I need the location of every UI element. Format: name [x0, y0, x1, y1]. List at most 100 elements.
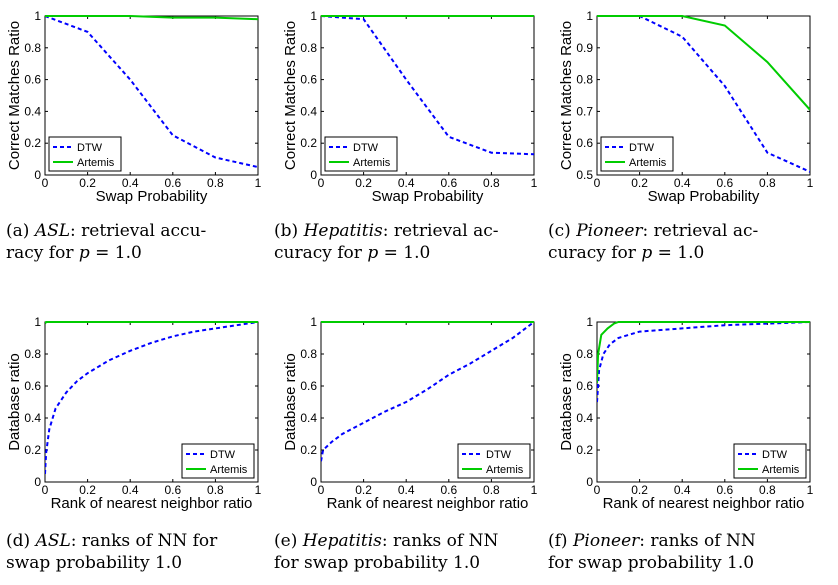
x-tick-label: 0.6	[440, 483, 457, 497]
x-tick-label: 0.4	[122, 483, 139, 497]
series-line-dtw	[321, 15, 534, 156]
legend: DTW Artemis	[324, 136, 398, 172]
chart-2: 0 0.2 0.4 0.6 0.8 1 0 0.2 0.4 0.6 0.8 1 Swap Probabi…	[282, 9, 538, 205]
caption-text: = 1.0	[378, 243, 431, 263]
legend-label-dtw: DTW	[77, 142, 103, 154]
y-tick-label: 0.6	[300, 379, 317, 393]
x-axis-label: Rank of nearest neighbor ratio	[51, 495, 253, 512]
legend-box	[324, 136, 398, 172]
x-tick-label: 0	[42, 176, 49, 190]
caption-text: swap probability 1.0	[6, 553, 183, 573]
x-tick-label: 0.4	[674, 176, 691, 190]
chart-3: 0 0.2 0.4 0.6 0.8 1 0.5 0.6 0.7 0.8 0.9 1 Swap Proba…	[558, 9, 814, 205]
caption-b: (b) Hepatitis: retrieval ac- curacy for …	[274, 220, 556, 264]
y-axis-label: Correct Matches Ratio	[282, 21, 299, 170]
caption-dataset: Hepatitis	[303, 221, 383, 241]
y-tick-label: 0.2	[300, 136, 317, 150]
legend-box	[600, 136, 674, 172]
y-tick-label: 0.8	[300, 347, 317, 361]
y-tick-label: 0.4	[300, 104, 317, 118]
x-axis-label: Swap Probability	[372, 188, 484, 205]
y-axis-label: Database ratio	[6, 353, 23, 451]
y-tick-label: 0.9	[576, 41, 593, 55]
x-tick-label: 1	[807, 483, 814, 497]
legend-label-artemis: Artemis	[210, 464, 248, 476]
y-tick-label: 0.8	[24, 347, 41, 361]
legend-box	[733, 443, 807, 479]
caption-text: : ranks of NN	[639, 531, 756, 551]
series-line-dtw	[45, 15, 258, 169]
caption-a: (a) ASL: retrieval accu- racy for p = 1.…	[6, 220, 288, 264]
caption-text: for swap probability 1.0	[548, 553, 755, 573]
caption-d: (d) ASL: ranks of NN for swap probabilit…	[6, 530, 288, 574]
caption-label: (d)	[6, 531, 31, 551]
legend: DTW Artemis	[48, 136, 122, 172]
y-tick-label: 1	[34, 315, 41, 329]
legend-box	[48, 136, 122, 172]
legend-label-artemis: Artemis	[629, 157, 667, 169]
x-tick-label: 0	[318, 483, 325, 497]
y-tick-label: 0.6	[300, 73, 317, 87]
y-tick-label: 0.6	[24, 379, 41, 393]
y-tick-label: 1	[34, 9, 41, 23]
series-line-artemis	[45, 15, 258, 21]
x-tick-label: 0.4	[398, 483, 415, 497]
caption-text: : ranks of NN for	[70, 531, 218, 551]
x-tick-label: 0.8	[207, 176, 224, 190]
legend: DTW Artemis	[181, 443, 255, 479]
y-axis-label: Database ratio	[282, 353, 299, 451]
x-tick-label: 0.8	[207, 483, 224, 497]
y-tick-label: 0.5	[576, 168, 593, 182]
plot-area	[596, 15, 811, 176]
y-tick-label: 0	[310, 168, 317, 182]
caption-text: curacy for	[548, 243, 642, 263]
caption-dataset: ASL	[34, 221, 71, 241]
x-tick-label: 0.6	[440, 176, 457, 190]
caption-f: (f) Pioneer: ranks of NN for swap probab…	[548, 530, 830, 574]
x-tick-label: 0.2	[631, 483, 648, 497]
y-tick-label: 1	[310, 315, 317, 329]
legend-label-dtw: DTW	[210, 449, 236, 461]
x-tick-label: 0.6	[164, 483, 181, 497]
legend-box	[181, 443, 255, 479]
caption-var: p	[641, 243, 653, 263]
legend-label-dtw: DTW	[629, 142, 655, 154]
caption-text: = 1.0	[652, 243, 705, 263]
series-line-dtw	[321, 321, 534, 462]
y-tick-label: 1	[310, 9, 317, 23]
y-tick-label: 0	[586, 475, 593, 489]
y-tick-label: 0	[34, 475, 41, 489]
y-tick-label: 0.4	[576, 411, 593, 425]
x-tick-label: 0.4	[674, 483, 691, 497]
x-tick-label: 0.2	[355, 483, 372, 497]
y-tick-label: 0.2	[24, 136, 41, 150]
y-tick-label: 1	[586, 9, 593, 23]
caption-dataset: Pioneer	[576, 221, 643, 241]
y-tick-label: 0.4	[24, 104, 41, 118]
x-tick-label: 0.6	[164, 176, 181, 190]
legend-label-artemis: Artemis	[486, 464, 524, 476]
caption-var: p	[367, 243, 379, 263]
x-tick-label: 0.2	[79, 176, 96, 190]
x-tick-label: 1	[255, 176, 262, 190]
caption-label: (f)	[548, 531, 568, 551]
x-tick-label: 0.4	[122, 176, 139, 190]
caption-dataset: Hepatitis	[302, 531, 382, 551]
x-tick-label: 1	[255, 483, 262, 497]
series-line-artemis	[597, 15, 810, 111]
x-tick-label: 0.8	[483, 176, 500, 190]
y-tick-label: 0.6	[24, 73, 41, 87]
series-line-dtw	[597, 321, 810, 403]
y-tick-label: 0	[34, 168, 41, 182]
y-tick-label: 0.6	[576, 379, 593, 393]
x-tick-label: 0	[318, 176, 325, 190]
y-tick-label: 1	[586, 315, 593, 329]
caption-label: (a)	[6, 221, 30, 241]
caption-c: (c) Pioneer: retrieval ac- curacy for p …	[548, 220, 830, 264]
legend-box	[457, 443, 531, 479]
y-tick-label: 0.4	[300, 411, 317, 425]
caption-var: p	[78, 243, 90, 263]
